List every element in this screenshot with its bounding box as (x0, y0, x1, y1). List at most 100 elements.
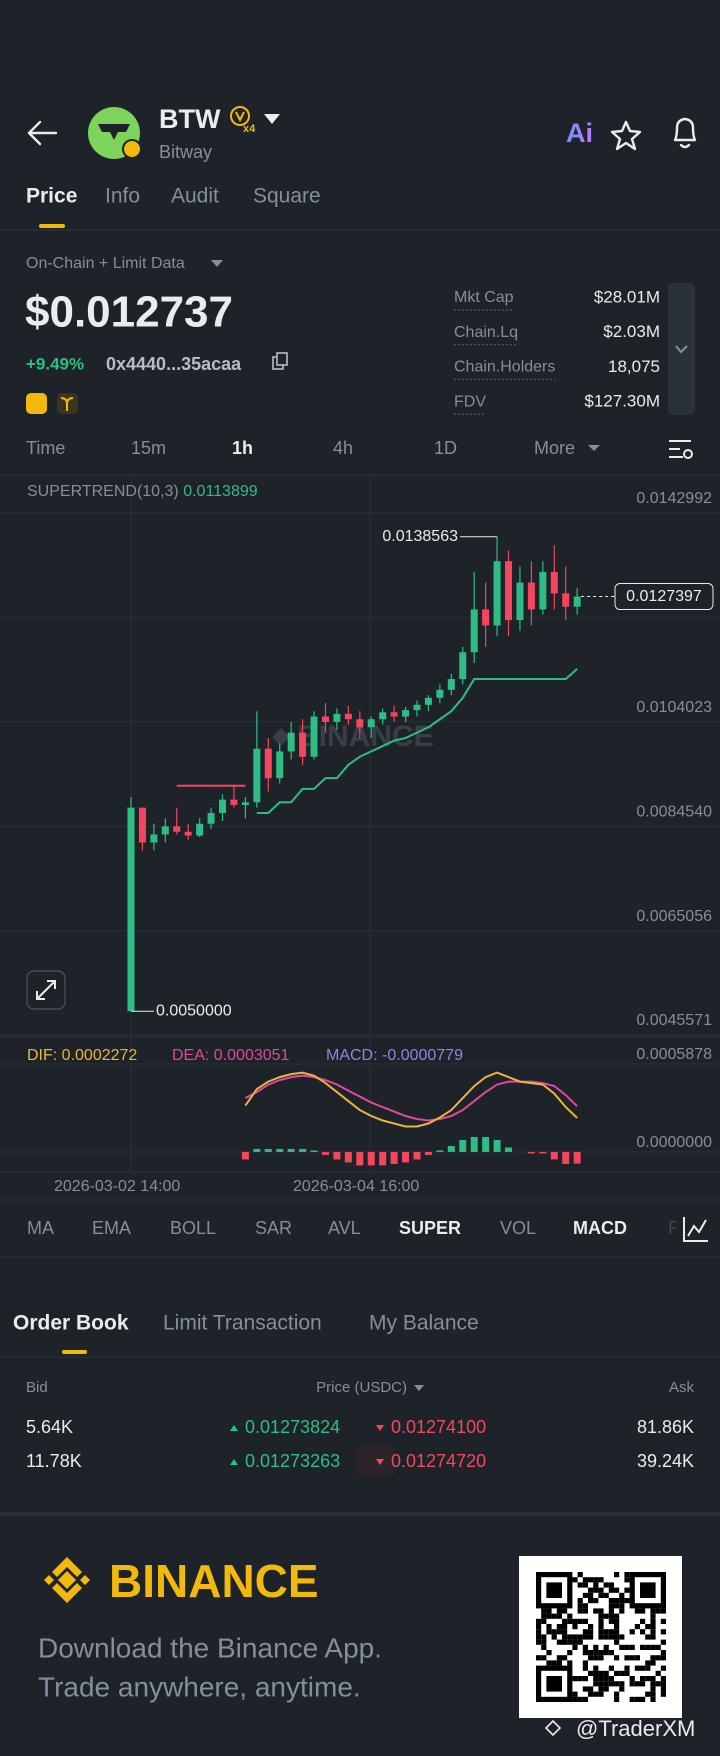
qr-module (588, 1670, 594, 1676)
qr-module (598, 1618, 604, 1624)
precision-dropdown[interactable] (414, 1385, 424, 1391)
qr-module (598, 1676, 604, 1682)
qr-module (660, 1655, 666, 1661)
footer-line: Trade anywhere, anytime. (38, 1671, 361, 1702)
timeframe[interactable]: More (534, 438, 575, 458)
qr-module (645, 1624, 651, 1630)
qr-module (660, 1618, 666, 1624)
symbol-dropdown[interactable] (264, 114, 280, 124)
qr-module (588, 1634, 594, 1640)
qr-module (541, 1613, 547, 1619)
qr-module (603, 1670, 609, 1676)
indicator[interactable]: SUPER (399, 1218, 461, 1238)
qr-module (536, 1624, 542, 1630)
macd-bar (482, 1136, 490, 1152)
qr-module (640, 1644, 646, 1650)
book-tab[interactable]: Limit Transaction (163, 1312, 322, 1335)
timeframe[interactable]: 4h (333, 438, 353, 458)
candle-body (482, 609, 490, 626)
macd-bar (424, 1151, 432, 1155)
qr-module (572, 1577, 578, 1583)
y-tick-label: 0.0104023 (636, 699, 712, 716)
chain-badge (122, 139, 142, 159)
qr-finder (535, 1571, 573, 1609)
qr-module (640, 1696, 646, 1702)
qr-module (603, 1582, 609, 1588)
tab[interactable]: Audit (171, 185, 219, 208)
qr-module (588, 1655, 594, 1661)
qr-module (598, 1691, 604, 1697)
data-source[interactable]: On-Chain + Limit Data (26, 255, 185, 272)
qr-module (562, 1629, 568, 1635)
timeframe[interactable]: 1D (434, 438, 457, 458)
qr-module (619, 1634, 625, 1640)
indicator[interactable]: AVL (328, 1218, 361, 1238)
indicator[interactable]: SAR (255, 1218, 292, 1238)
book-header[interactable]: Price (USDC) (316, 1379, 407, 1396)
qr-module (614, 1655, 620, 1661)
qr-module (572, 1624, 578, 1630)
tab[interactable]: Info (105, 185, 140, 208)
macd-bar (264, 1148, 272, 1152)
indicator[interactable]: MACD (573, 1218, 627, 1238)
candle-body (390, 712, 398, 717)
qr-module (541, 1655, 547, 1661)
more-dropdown[interactable] (588, 445, 600, 451)
source-dropdown[interactable] (211, 260, 223, 267)
qr-module (593, 1598, 599, 1604)
qr-module (640, 1665, 646, 1671)
candle-body (379, 712, 387, 720)
ask-arrow (376, 1459, 384, 1465)
indicator[interactable]: VOL (500, 1218, 536, 1238)
qr-module (619, 1598, 625, 1604)
qr-finder (535, 1665, 573, 1702)
qr-module (582, 1665, 588, 1671)
book-tab[interactable]: My Balance (369, 1312, 479, 1335)
chart-settings-gear[interactable] (683, 449, 693, 459)
handle: @TraderXM (576, 1716, 695, 1741)
qr-finder-core (640, 1582, 656, 1598)
qr-module (614, 1639, 620, 1645)
book-tab[interactable]: Order Book (13, 1312, 129, 1335)
timeframe[interactable]: Time (26, 438, 65, 458)
qr-module (624, 1665, 630, 1671)
tab[interactable]: Square (253, 185, 321, 208)
high-label: 0.0138563 (382, 528, 458, 545)
macd-legend: DIF: 0.0002272 (27, 1047, 137, 1064)
timeframe[interactable]: 1h (232, 438, 253, 458)
indicator-settings[interactable] (683, 1217, 708, 1242)
indicator[interactable]: BOLL (170, 1218, 216, 1238)
stats-expand[interactable] (668, 283, 695, 415)
ask-price: 0.01274720 (391, 1451, 486, 1471)
qr-module (645, 1665, 651, 1671)
qr-module (588, 1577, 594, 1583)
tab[interactable]: Price (26, 185, 77, 208)
qr-module (593, 1582, 599, 1588)
qr-module (655, 1608, 661, 1614)
indicator[interactable]: EMA (92, 1218, 131, 1238)
qr-module (582, 1696, 588, 1702)
indicator[interactable]: MA (27, 1218, 54, 1238)
ai-button[interactable]: Ai (566, 118, 593, 148)
supertrend-line (256, 668, 578, 815)
qr-module (645, 1660, 651, 1666)
alert-button[interactable] (673, 117, 697, 149)
copy-button-back[interactable] (276, 352, 288, 366)
book-header: Ask (669, 1379, 695, 1396)
supertrend-legend: SUPERTREND(10,3) 0.0113899 (27, 483, 258, 500)
qr-module (572, 1676, 578, 1682)
qr-module (556, 1660, 562, 1666)
timeframe[interactable]: 15m (131, 438, 166, 458)
qr-module (582, 1603, 588, 1609)
macd-legend: DEA: 0.0003051 (172, 1047, 290, 1064)
token-name: Bitway (159, 142, 212, 162)
qr-module (640, 1681, 646, 1687)
qr-module (645, 1644, 651, 1650)
qr-module (645, 1676, 651, 1682)
qr-module (551, 1629, 557, 1635)
favorite-button[interactable] (610, 120, 642, 151)
chart-settings[interactable] (669, 440, 691, 458)
macd-bar (287, 1148, 295, 1152)
back-button[interactable] (27, 120, 58, 146)
